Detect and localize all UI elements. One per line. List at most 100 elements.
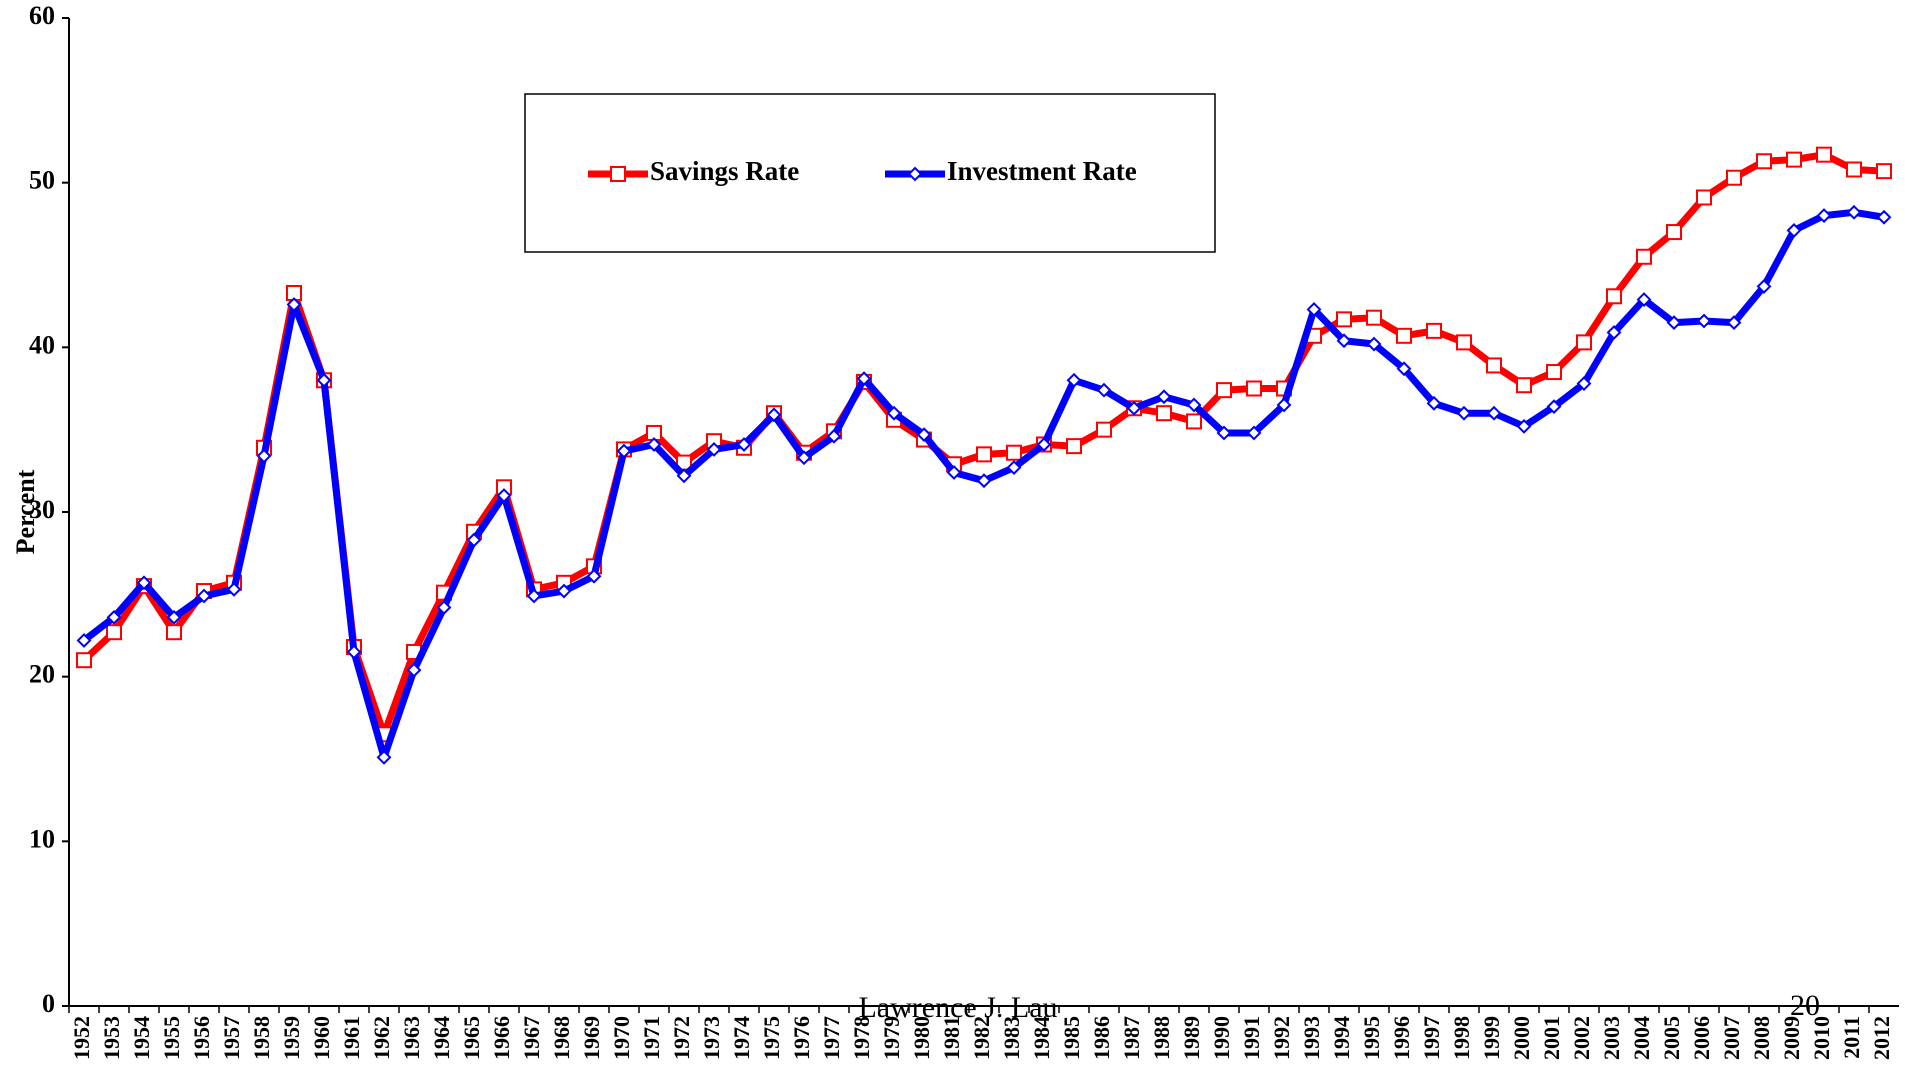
y-tick-label: 30 [29,495,55,524]
x-tick-label: 1952 [69,1016,94,1060]
data-point [1576,376,1592,391]
data-point [1426,395,1442,411]
data-point [1156,405,1172,422]
data-point [1546,364,1562,381]
data-point [1006,460,1022,475]
data-point [1096,421,1112,438]
data-point [106,624,122,641]
x-tick-label: 2010 [1809,1016,1834,1060]
x-tick-label: 2009 [1779,1016,1804,1060]
data-point [1366,336,1382,352]
data-point [196,588,212,604]
data-point [1636,292,1652,307]
x-tick-label: 1980 [909,1016,934,1060]
x-tick-label: 2004 [1629,1016,1654,1060]
data-point [1846,204,1862,220]
x-tick-label: 1964 [429,1016,454,1060]
data-point [1126,400,1142,416]
x-tick-label: 1953 [99,1016,124,1060]
x-tick-label: 1992 [1269,1016,1294,1060]
data-point [316,372,332,388]
x-tick-label: 1999 [1479,1016,1504,1060]
data-point [1396,327,1412,344]
data-point [1336,311,1352,328]
data-point [826,428,842,444]
data-point [1546,399,1562,415]
x-tick-label: 1961 [339,1016,364,1060]
data-point [1606,288,1622,305]
x-tick-label: 1977 [819,1016,844,1060]
data-point [1696,313,1712,329]
x-tick-label: 1981 [939,1016,964,1060]
data-point [1096,382,1112,398]
x-tick-label: 1962 [369,1016,394,1060]
data-point [736,437,752,452]
x-tick-label: 1993 [1299,1016,1324,1060]
data-point [1756,153,1772,170]
data-point [976,446,992,463]
y-axis-label: Percent [11,469,40,554]
data-point [1336,333,1352,349]
data-point [1486,357,1502,374]
y-tick-label: 50 [29,166,55,195]
data-point [1726,169,1742,186]
x-tick-label: 1997 [1419,1016,1444,1060]
x-tick-label: 1965 [459,1016,484,1060]
data-point [1636,248,1652,265]
x-tick-label: 2011 [1839,1016,1864,1059]
data-point [286,297,302,312]
data-point [76,652,92,669]
legend-marker [610,166,626,182]
data-point [76,633,92,648]
x-tick-label: 2008 [1749,1016,1774,1060]
x-tick-label: 1988 [1149,1016,1174,1060]
x-tick-label: 1978 [849,1016,874,1060]
data-point [1786,223,1802,238]
data-point [1216,382,1232,399]
data-point [1666,315,1682,331]
data-point [856,371,872,387]
x-tick-label: 2012 [1869,1016,1894,1060]
x-tick-label: 1969 [579,1016,604,1060]
data-point [1696,189,1712,206]
legend-label: Savings Rate [650,156,799,186]
data-point [616,443,632,459]
x-tick-label: 1973 [699,1016,724,1060]
data-point [1426,322,1442,339]
x-tick-label: 1975 [759,1016,784,1060]
x-tick-label: 1963 [399,1016,424,1060]
data-point [916,427,932,443]
x-tick-label: 1990 [1209,1016,1234,1060]
x-tick-label: 1970 [609,1016,634,1060]
data-point [1876,163,1892,180]
data-point [1666,224,1682,241]
data-point [466,532,482,548]
data-point [106,609,122,625]
data-point [766,407,782,423]
data-point [1456,334,1472,351]
data-point [1156,389,1172,405]
x-tick-label: 1959 [279,1016,304,1060]
data-point [946,465,962,480]
data-point [1066,372,1082,388]
data-point [1276,397,1292,413]
y-tick-label: 10 [29,824,55,853]
x-tick-label: 1957 [219,1016,244,1060]
x-tick-label: 1994 [1329,1016,1354,1060]
x-tick-label: 1995 [1359,1016,1384,1060]
data-point [136,575,152,591]
data-point [1516,418,1532,434]
data-point [526,588,542,604]
x-tick-label: 1998 [1449,1016,1474,1060]
x-tick-label: 2006 [1689,1016,1714,1060]
data-point [166,624,182,641]
x-tick-label: 1987 [1119,1016,1144,1060]
data-point [1006,444,1022,461]
data-point [1846,161,1862,178]
x-tick-label: 1982 [969,1016,994,1060]
data-point [1486,405,1502,421]
data-point [1246,425,1262,441]
data-point [1456,405,1472,421]
y-tick-label: 20 [29,660,55,689]
